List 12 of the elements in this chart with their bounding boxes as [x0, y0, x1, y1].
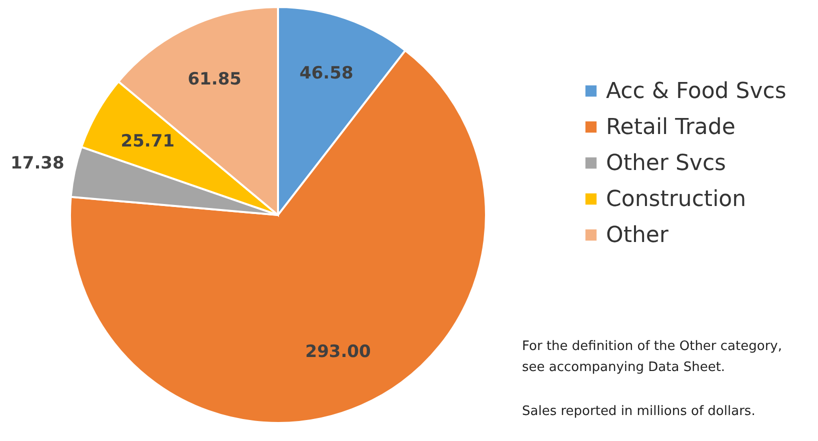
legend-label: Construction [606, 187, 746, 212]
legend-label: Other [606, 223, 670, 248]
data-label: 293.00 [305, 342, 371, 362]
data-label: 17.38 [10, 154, 64, 174]
text: Sales reported in millions of dollars. [522, 404, 756, 419]
legend-label: Acc & Food Svcs [606, 79, 786, 104]
legend-label: Retail Trade [606, 115, 736, 140]
legend-label: Other Svcs [606, 151, 726, 176]
data-label: 46.58 [300, 63, 354, 84]
text: For the definition of the Other category, see accompanying Data Sheet. [522, 339, 782, 375]
data-label: 61.85 [188, 69, 242, 90]
data-label: 25.71 [120, 131, 175, 152]
